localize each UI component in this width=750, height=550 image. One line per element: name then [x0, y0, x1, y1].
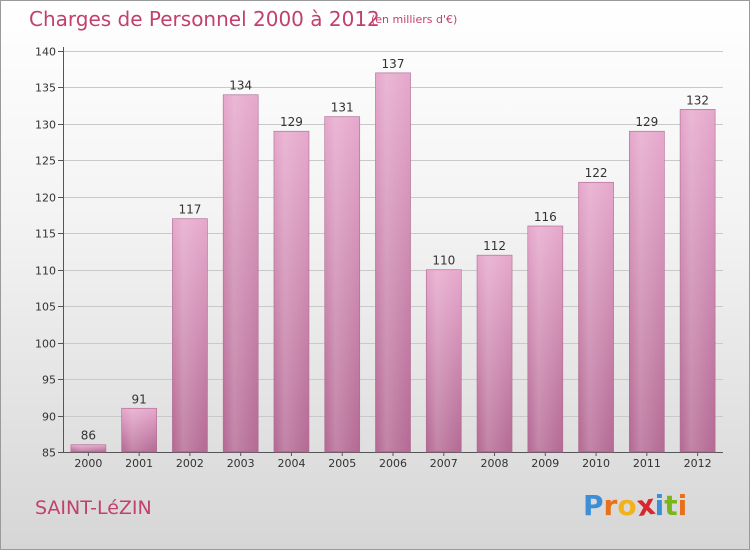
- data-label-2003: 134: [229, 79, 252, 93]
- y-tick-label: 100: [35, 338, 56, 351]
- bar-highlight: [579, 183, 613, 451]
- x-tick-label-2005: 2005: [328, 457, 356, 470]
- bar-highlight: [630, 132, 664, 451]
- logo-letter: r: [603, 489, 618, 522]
- x-tick-label-2011: 2011: [633, 457, 661, 470]
- logo-letter: x: [634, 487, 657, 524]
- x-tick-label-2003: 2003: [227, 457, 255, 470]
- data-label-2002: 117: [178, 203, 201, 217]
- bar-highlight: [528, 226, 562, 451]
- bar-highlight: [122, 409, 156, 451]
- axes: 85 90 95 100 105 110 115 120 125 130 135 140 2000 200…: [35, 46, 723, 470]
- y-tick-label: 105: [35, 301, 56, 314]
- y-tick-label: 115: [35, 228, 56, 241]
- proxiti-logo: Proxiti: [583, 487, 688, 524]
- bar-highlight: [71, 445, 105, 451]
- data-label-2009: 116: [534, 210, 557, 224]
- data-labels: 86 91 117 134 129 131 137 110 112 116 122 129 132: [81, 57, 709, 443]
- data-label-2001: 91: [132, 392, 147, 406]
- data-label-2010: 122: [585, 166, 608, 180]
- x-tick-label-2000: 2000: [74, 457, 102, 470]
- logo-letter: o: [617, 489, 637, 522]
- x-tick-label-2004: 2004: [277, 457, 305, 470]
- y-tick-label: 90: [42, 411, 56, 424]
- data-label-2006: 137: [382, 57, 405, 71]
- chart-unit: (en milliers d'€): [371, 13, 458, 26]
- logo-letter: i: [677, 489, 688, 522]
- data-label-2011: 129: [635, 115, 658, 129]
- y-tick-label: 85: [42, 447, 56, 460]
- logo-letter: i: [654, 489, 665, 522]
- y-tick-label: 135: [35, 82, 56, 95]
- data-label-2005: 131: [331, 101, 354, 115]
- bar-highlight: [325, 117, 359, 452]
- y-tick-label: 95: [42, 374, 56, 387]
- y-tick-label: 130: [35, 119, 56, 132]
- x-tick-label-2002: 2002: [176, 457, 204, 470]
- data-label-2004: 129: [280, 115, 303, 129]
- bar-highlight: [478, 256, 512, 451]
- bar-highlight: [274, 132, 308, 451]
- bar-highlight: [681, 110, 715, 451]
- bar-highlight: [427, 270, 461, 451]
- bar-highlight: [173, 219, 207, 451]
- data-label-2008: 112: [483, 239, 506, 253]
- x-tick-label-2009: 2009: [531, 457, 559, 470]
- y-tick-label: 140: [35, 46, 56, 59]
- data-label-2012: 132: [686, 93, 709, 107]
- bar-highlight: [376, 73, 410, 451]
- x-tick-label-2010: 2010: [582, 457, 610, 470]
- y-tick-label: 125: [35, 155, 56, 168]
- x-tick-label-2012: 2012: [684, 457, 712, 470]
- data-label-2007: 110: [432, 254, 455, 268]
- y-tick-label: 110: [35, 265, 56, 278]
- y-tick-label: 120: [35, 192, 56, 205]
- logo-letter: P: [583, 489, 604, 522]
- x-tick-label-2006: 2006: [379, 457, 407, 470]
- x-tick-label-2001: 2001: [125, 457, 153, 470]
- commune-name: SAINT-LéZIN: [35, 497, 152, 519]
- bars: [70, 72, 716, 453]
- x-tick-label-2008: 2008: [481, 457, 509, 470]
- x-tick-label-2007: 2007: [430, 457, 458, 470]
- bar-highlight: [224, 95, 258, 451]
- data-label-2000: 86: [81, 429, 96, 443]
- chart-title: Charges de Personnel 2000 à 2012: [29, 7, 380, 31]
- logo-letter: t: [664, 489, 678, 522]
